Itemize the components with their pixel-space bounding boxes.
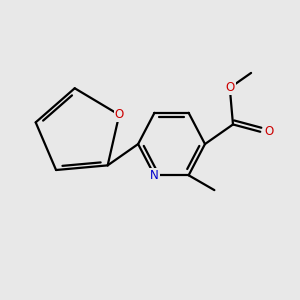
Text: N: N <box>150 169 159 182</box>
Text: O: O <box>265 125 274 138</box>
Text: O: O <box>226 81 235 94</box>
Text: O: O <box>115 108 124 121</box>
